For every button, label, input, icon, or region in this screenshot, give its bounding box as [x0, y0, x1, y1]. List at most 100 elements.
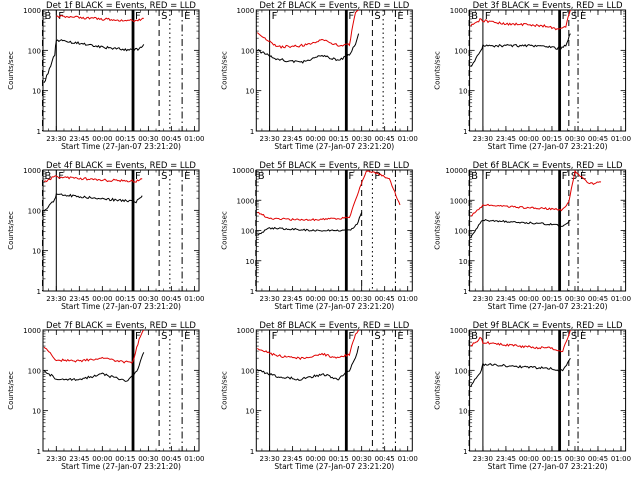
- event-marker-label: F: [135, 11, 141, 22]
- series-events-line: [43, 352, 145, 382]
- x-tick-label: 00:15: [115, 455, 135, 463]
- event-marker-label: F: [485, 331, 491, 342]
- x-tick-label: 23:30: [473, 135, 493, 143]
- y-axis-label: Counts/sec: [220, 371, 228, 410]
- event-marker-label: F: [272, 331, 278, 342]
- x-tick-label: 23:30: [46, 455, 66, 463]
- y-tick-label: 1: [250, 448, 254, 456]
- y-axis-label: Counts/sec: [7, 51, 15, 90]
- y-tick-label: 10: [245, 88, 254, 96]
- x-tick-label: 23:30: [260, 455, 280, 463]
- plot-frame: [469, 9, 627, 132]
- y-tick-label: 1: [463, 288, 467, 296]
- panel-7: Det 7f BLACK = Events, RED = LLD 1 10 100 10…: [7, 321, 204, 471]
- x-tick-label: 01:00: [398, 455, 418, 463]
- series-lld-line: [43, 329, 145, 364]
- y-tick-label: 10000: [232, 167, 254, 175]
- event-marker-label: B: [471, 331, 478, 342]
- y-tick-label: 1: [250, 128, 254, 136]
- plot-frame: [255, 9, 413, 132]
- y-tick-label: 1: [463, 128, 467, 136]
- x-tick-label: 00:45: [588, 135, 608, 143]
- event-marker-label: F: [562, 331, 568, 342]
- x-tick-label: 00:15: [329, 295, 349, 303]
- panel-title: Det 5f BLACK = Events, RED = LLD: [259, 161, 409, 171]
- event-marker-label: S: [571, 11, 577, 22]
- x-tick-label: 00:30: [565, 455, 585, 463]
- x-tick-label: 23:45: [69, 455, 89, 463]
- x-axis-label: Start Time (27-Jan-07 23:21:20): [274, 302, 394, 311]
- x-axis-label: Start Time (27-Jan-07 23:21:20): [488, 302, 608, 311]
- x-tick-label: 00:30: [352, 295, 372, 303]
- x-tick-label: 23:30: [46, 295, 66, 303]
- series-events-line: [257, 212, 363, 236]
- panel-title: Det 4f BLACK = Events, RED = LLD: [46, 161, 196, 171]
- x-tick-label: 01:00: [184, 135, 204, 143]
- x-tick-label: 23:30: [46, 135, 66, 143]
- y-tick-label: 1: [250, 288, 254, 296]
- x-tick-label: 23:30: [473, 455, 493, 463]
- y-axis-label: Counts/sec: [7, 211, 15, 250]
- x-tick-label: 23:30: [473, 295, 493, 303]
- series-events-line: [256, 345, 360, 381]
- y-tick-label: 1: [37, 128, 41, 136]
- x-tick-label: 00:15: [542, 455, 562, 463]
- event-marker-label: S: [161, 331, 167, 342]
- panel-5: Det 5f BLACK = Events, RED = LLD 1 10 100 10…: [220, 161, 417, 311]
- y-tick-label: 1000: [236, 7, 254, 15]
- panel-title: Det 2f BLACK = Events, RED = LLD: [259, 1, 409, 11]
- panel-4: Det 4f BLACK = Events, RED = LLD 1 10 100 10…: [7, 161, 204, 311]
- series-lld-line: [56, 14, 144, 23]
- event-marker-label: E: [184, 171, 190, 182]
- panel-9: Det 9f BLACK = Events, RED = LLD 1 10 100 10…: [434, 321, 631, 471]
- x-tick-label: 23:45: [496, 455, 516, 463]
- y-tick-label: 1000: [450, 327, 468, 335]
- y-tick-label: 1000: [236, 197, 254, 205]
- x-tick-label: 00:00: [519, 295, 539, 303]
- x-tick-label: 23:45: [283, 135, 303, 143]
- x-tick-label: 00:00: [92, 455, 112, 463]
- y-tick-label: 1000: [450, 7, 468, 15]
- event-marker-label: F: [348, 11, 354, 22]
- x-tick-label: 00:15: [542, 295, 562, 303]
- x-tick-label: 23:30: [260, 135, 280, 143]
- y-tick-label: 10: [32, 88, 41, 96]
- x-tick-label: 01:00: [398, 135, 418, 143]
- event-marker-label: E: [580, 331, 586, 342]
- x-tick-label: 00:30: [352, 455, 372, 463]
- x-tick-label: 00:30: [138, 295, 158, 303]
- series-lld-line: [257, 329, 360, 361]
- panel-3: Det 3f BLACK = Events, RED = LLD 1 10 100 10…: [434, 1, 631, 151]
- x-tick-label: 00:45: [588, 455, 608, 463]
- y-tick-label: 1000: [23, 7, 41, 15]
- y-tick-label: 10: [245, 408, 254, 416]
- y-axis-label: Counts/sec: [434, 211, 442, 250]
- panel-title: Det 9f BLACK = Events, RED = LLD: [473, 321, 623, 331]
- event-marker-label: E: [580, 171, 586, 182]
- event-marker-label: E: [580, 11, 586, 22]
- y-tick-label: 100: [454, 47, 467, 55]
- y-tick-label: 100: [454, 367, 467, 375]
- x-tick-label: 00:30: [352, 135, 372, 143]
- x-tick-label: 23:45: [283, 455, 303, 463]
- y-tick-label: 10: [32, 248, 41, 256]
- plot-frame: [42, 9, 200, 132]
- x-tick-label: 01:00: [398, 295, 418, 303]
- series-lld-line: [470, 9, 571, 31]
- event-marker-label: S: [571, 331, 577, 342]
- event-marker-label: F: [58, 171, 64, 182]
- series-lld-line: [257, 170, 401, 222]
- x-tick-label: 00:30: [138, 135, 158, 143]
- x-tick-label: 01:00: [611, 135, 631, 143]
- x-tick-label: 23:30: [260, 295, 280, 303]
- x-tick-label: 00:30: [565, 135, 585, 143]
- y-axis-label: Counts/sec: [220, 211, 228, 250]
- event-marker-label: F: [348, 331, 354, 342]
- series-lld-line: [256, 9, 359, 49]
- x-tick-label: 00:00: [306, 295, 326, 303]
- y-tick-label: 1: [37, 448, 41, 456]
- x-axis-label: Start Time (27-Jan-07 23:21:20): [61, 462, 181, 471]
- x-tick-label: 00:00: [306, 455, 326, 463]
- event-marker-label: F: [562, 11, 568, 22]
- y-tick-label: 100: [241, 367, 254, 375]
